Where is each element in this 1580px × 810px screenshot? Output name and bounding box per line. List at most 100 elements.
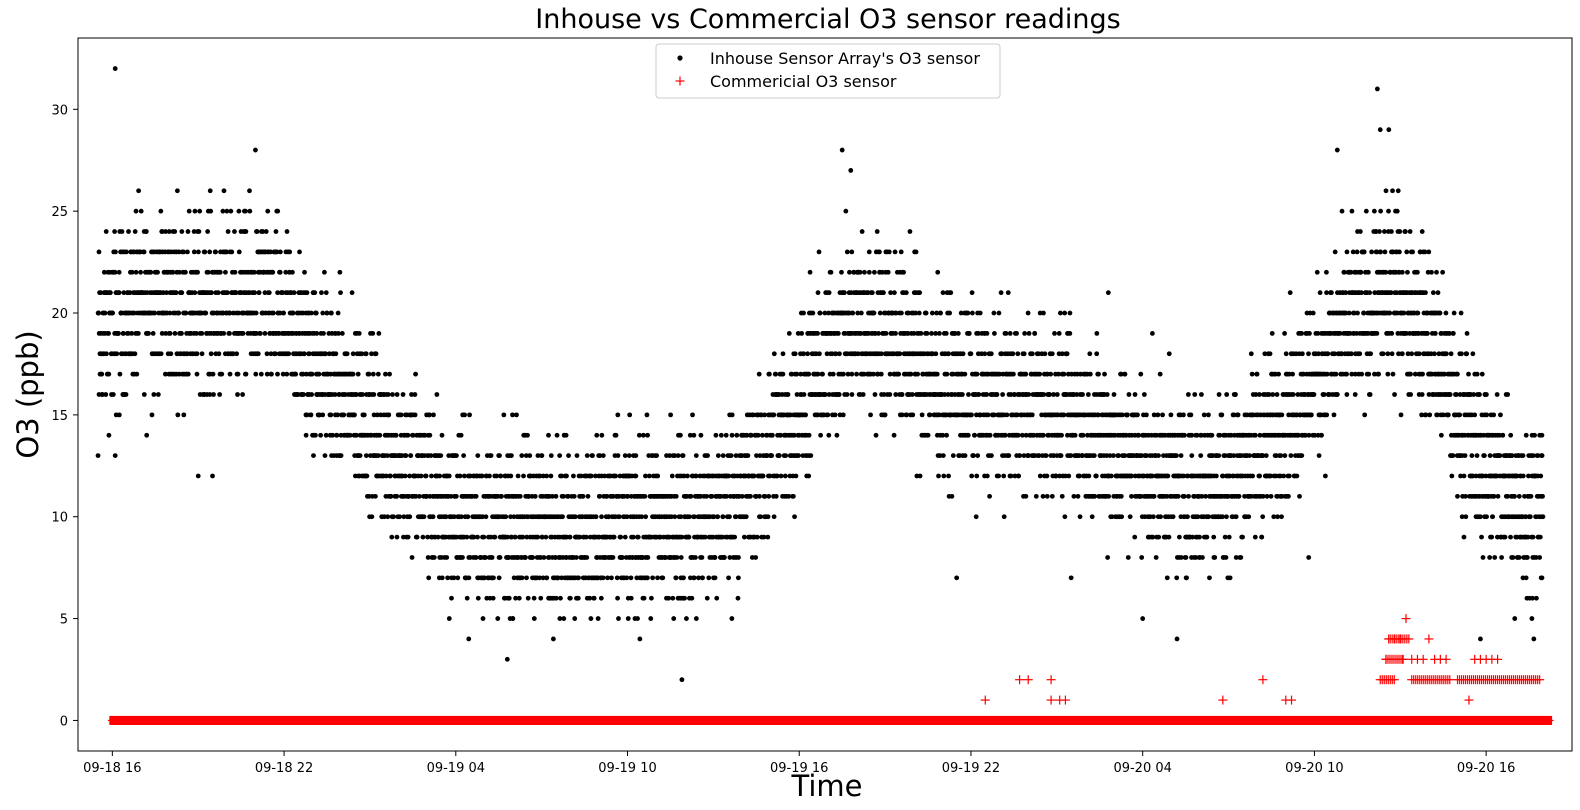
inhouse-o3-point xyxy=(605,575,610,581)
inhouse-o3-point xyxy=(324,310,330,316)
inhouse-o3-point xyxy=(561,493,566,499)
inhouse-o3-point xyxy=(684,616,689,621)
inhouse-o3-point xyxy=(1149,330,1155,336)
inhouse-o3-point xyxy=(1135,412,1140,418)
inhouse-o3-point xyxy=(1374,330,1380,336)
inhouse-o3-point xyxy=(655,575,660,581)
inhouse-o3-point xyxy=(361,412,367,418)
inhouse-o3-point xyxy=(1213,473,1219,479)
inhouse-o3-point xyxy=(337,269,343,275)
inhouse-o3-point xyxy=(578,473,584,479)
inhouse-o3-point xyxy=(1462,453,1468,459)
inhouse-o3-point xyxy=(859,229,865,234)
inhouse-o3-point xyxy=(1358,269,1364,275)
inhouse-o3-point xyxy=(1390,188,1395,194)
inhouse-o3-point xyxy=(858,310,864,316)
inhouse-o3-point xyxy=(1415,269,1420,275)
inhouse-o3-point xyxy=(1371,208,1377,214)
inhouse-o3-point xyxy=(871,269,877,275)
inhouse-o3-point xyxy=(183,269,188,275)
inhouse-o3-point xyxy=(284,371,290,377)
inhouse-o3-point xyxy=(1479,534,1484,540)
inhouse-o3-point xyxy=(531,616,537,621)
inhouse-o3-point xyxy=(304,371,309,377)
inhouse-o3-point xyxy=(1198,453,1204,459)
inhouse-o3-point xyxy=(1361,249,1367,255)
inhouse-o3-point xyxy=(127,290,133,296)
inhouse-o3-point xyxy=(673,575,679,581)
inhouse-o3-point xyxy=(991,310,997,316)
inhouse-o3-point xyxy=(713,432,719,438)
inhouse-o3-point xyxy=(475,534,480,540)
inhouse-o3-point xyxy=(333,351,339,357)
inhouse-o3-point xyxy=(141,249,147,255)
inhouse-o3-point xyxy=(989,453,994,459)
inhouse-o3-point xyxy=(923,310,929,316)
inhouse-o3-point xyxy=(1022,330,1028,336)
inhouse-o3-point xyxy=(1233,514,1239,520)
inhouse-o3-point xyxy=(228,208,234,214)
inhouse-o3-point xyxy=(1294,473,1300,479)
inhouse-o3-point xyxy=(416,493,422,499)
inhouse-o3-point xyxy=(866,249,872,255)
inhouse-o3-point xyxy=(677,432,683,438)
inhouse-o3-point xyxy=(492,534,498,540)
inhouse-o3-point xyxy=(151,392,157,397)
inhouse-o3-point xyxy=(844,249,850,255)
inhouse-o3-point xyxy=(908,371,914,377)
inhouse-o3-point xyxy=(481,534,487,540)
inhouse-o3-point xyxy=(946,473,951,479)
inhouse-o3-point xyxy=(1317,290,1323,296)
inhouse-o3-point xyxy=(1464,351,1470,357)
inhouse-o3-point xyxy=(1212,555,1218,560)
inhouse-o3-point xyxy=(531,595,537,601)
inhouse-o3-point xyxy=(611,534,617,540)
inhouse-o3-point xyxy=(265,208,271,214)
inhouse-o3-point xyxy=(984,330,990,336)
inhouse-o3-point xyxy=(322,269,327,275)
inhouse-o3-point xyxy=(934,371,940,377)
inhouse-o3-point xyxy=(635,616,640,621)
inhouse-o3-point xyxy=(1252,534,1258,540)
inhouse-o3-point xyxy=(1299,330,1305,336)
inhouse-o3-point xyxy=(840,371,846,377)
inhouse-o3-point xyxy=(141,392,147,397)
inhouse-o3-point xyxy=(1044,473,1050,479)
inhouse-o3-point xyxy=(572,514,578,520)
inhouse-o3-point xyxy=(729,412,735,418)
inhouse-o3-point xyxy=(1427,412,1433,418)
inhouse-o3-point xyxy=(1184,514,1190,520)
inhouse-o3-point xyxy=(1310,310,1316,316)
inhouse-o3-point xyxy=(877,310,883,316)
inhouse-o3-point xyxy=(1096,371,1101,377)
inhouse-o3-point xyxy=(385,392,391,397)
inhouse-o3-point xyxy=(1282,453,1288,459)
inhouse-o3-point xyxy=(626,453,632,459)
inhouse-o3-point xyxy=(217,269,223,275)
inhouse-o3-point xyxy=(1118,493,1124,499)
inhouse-o3-point xyxy=(891,432,897,438)
inhouse-o3-point xyxy=(741,534,747,540)
inhouse-o3-point xyxy=(328,412,334,418)
inhouse-o3-point xyxy=(541,555,547,560)
inhouse-o3-point xyxy=(1455,371,1460,377)
inhouse-o3-point xyxy=(984,473,990,479)
inhouse-o3-point xyxy=(501,412,507,418)
inhouse-o3-point xyxy=(1282,330,1287,336)
inhouse-o3-point xyxy=(633,453,639,459)
inhouse-o3-point xyxy=(391,514,396,520)
inhouse-o3-point xyxy=(132,351,138,357)
inhouse-o3-point xyxy=(1049,493,1055,499)
inhouse-o3-point xyxy=(457,473,463,479)
inhouse-o3-point xyxy=(595,616,601,621)
inhouse-o3-point xyxy=(584,453,590,459)
inhouse-o3-point xyxy=(1206,412,1211,418)
inhouse-o3-point xyxy=(807,269,813,275)
inhouse-o3-point xyxy=(1010,371,1016,377)
inhouse-o3-point xyxy=(409,392,414,397)
inhouse-o3-point xyxy=(825,412,831,418)
inhouse-o3-point xyxy=(1390,371,1396,377)
inhouse-o3-point xyxy=(350,371,356,377)
inhouse-o3-point xyxy=(1299,351,1305,357)
